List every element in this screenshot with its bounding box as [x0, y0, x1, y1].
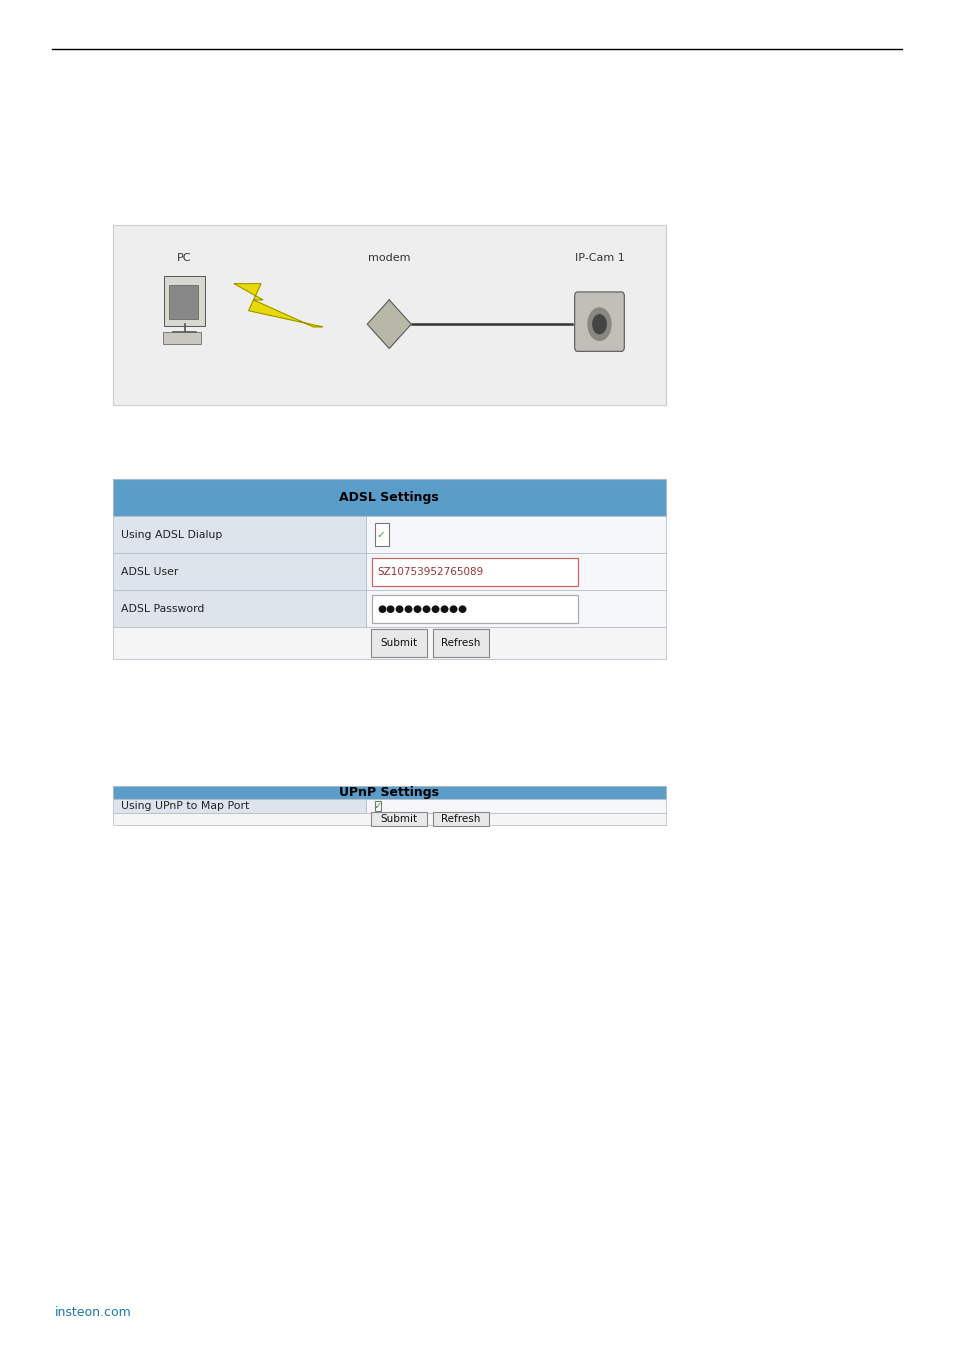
- FancyBboxPatch shape: [112, 225, 665, 405]
- Polygon shape: [234, 284, 322, 327]
- Polygon shape: [367, 300, 411, 348]
- FancyBboxPatch shape: [169, 285, 197, 319]
- Text: Using ADSL Dialup: Using ADSL Dialup: [121, 529, 222, 540]
- Text: PC: PC: [177, 252, 192, 263]
- FancyBboxPatch shape: [375, 801, 380, 811]
- FancyBboxPatch shape: [375, 524, 388, 547]
- Text: UPnP Settings: UPnP Settings: [339, 786, 438, 799]
- FancyBboxPatch shape: [112, 554, 366, 590]
- Circle shape: [592, 315, 605, 333]
- FancyBboxPatch shape: [112, 628, 665, 659]
- FancyBboxPatch shape: [372, 595, 577, 622]
- FancyBboxPatch shape: [372, 558, 577, 586]
- FancyBboxPatch shape: [433, 813, 489, 826]
- FancyBboxPatch shape: [366, 554, 665, 590]
- Text: Refresh: Refresh: [441, 639, 480, 648]
- Text: insteon.com: insteon.com: [55, 1305, 132, 1319]
- FancyBboxPatch shape: [574, 292, 623, 351]
- FancyBboxPatch shape: [112, 516, 366, 554]
- Text: IP-Cam 1: IP-Cam 1: [574, 252, 623, 263]
- FancyBboxPatch shape: [366, 799, 665, 813]
- Text: ADSL User: ADSL User: [121, 567, 178, 576]
- FancyBboxPatch shape: [371, 813, 427, 826]
- Text: Submit: Submit: [380, 639, 417, 648]
- Text: ADSL Settings: ADSL Settings: [339, 491, 438, 505]
- FancyBboxPatch shape: [371, 629, 427, 657]
- FancyBboxPatch shape: [433, 629, 489, 657]
- Text: SZ10753952765089: SZ10753952765089: [377, 567, 483, 576]
- FancyBboxPatch shape: [366, 590, 665, 628]
- FancyBboxPatch shape: [112, 813, 665, 825]
- FancyBboxPatch shape: [112, 786, 665, 799]
- Text: modem: modem: [368, 252, 410, 263]
- FancyBboxPatch shape: [112, 799, 366, 813]
- FancyBboxPatch shape: [366, 516, 665, 554]
- Text: Using UPnP to Map Port: Using UPnP to Map Port: [121, 802, 249, 811]
- FancyBboxPatch shape: [112, 479, 665, 516]
- Text: ✓: ✓: [376, 529, 385, 540]
- Text: ✓: ✓: [373, 802, 381, 811]
- FancyBboxPatch shape: [112, 590, 366, 628]
- Text: ADSL Password: ADSL Password: [121, 603, 204, 614]
- Text: ●●●●●●●●●●: ●●●●●●●●●●: [377, 603, 467, 614]
- Circle shape: [587, 308, 610, 340]
- FancyBboxPatch shape: [162, 332, 200, 344]
- FancyBboxPatch shape: [164, 275, 204, 325]
- Text: Submit: Submit: [380, 814, 417, 824]
- Text: Refresh: Refresh: [441, 814, 480, 824]
